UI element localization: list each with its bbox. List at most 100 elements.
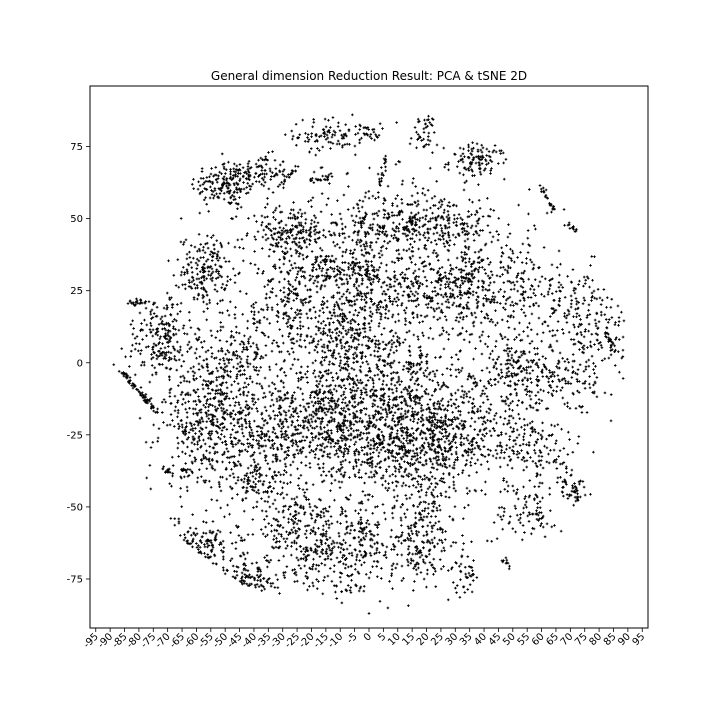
scatter-point <box>233 354 237 357</box>
scatter-point <box>308 278 311 282</box>
scatter-point <box>386 212 390 215</box>
scatter-point <box>302 405 306 409</box>
scatter-point <box>255 326 259 329</box>
scatter-point <box>360 248 364 252</box>
scatter-point <box>466 155 470 159</box>
scatter-point <box>256 462 260 466</box>
scatter-point <box>422 269 425 273</box>
scatter-point <box>468 278 472 281</box>
scatter-point <box>533 278 537 281</box>
scatter-point <box>173 357 176 361</box>
scatter-point <box>295 448 299 452</box>
scatter-point <box>190 441 194 445</box>
scatter-point <box>569 280 573 284</box>
scatter-point <box>218 274 222 277</box>
scatter-point <box>430 267 433 271</box>
scatter-point <box>552 311 556 314</box>
scatter-point <box>357 453 361 456</box>
scatter-point <box>411 232 414 236</box>
scatter-point <box>155 314 159 318</box>
scatter-point <box>338 129 342 133</box>
scatter-point <box>369 288 373 292</box>
scatter-point <box>210 279 214 283</box>
scatter-point <box>552 298 556 302</box>
scatter-point <box>207 270 211 273</box>
scatter-point <box>222 191 226 195</box>
scatter-point <box>349 336 353 339</box>
scatter-point <box>458 171 462 175</box>
scatter-point <box>401 179 405 183</box>
scatter-point <box>347 267 350 271</box>
scatter-point <box>221 441 224 444</box>
scatter-point <box>407 285 410 288</box>
scatter-point <box>328 330 331 334</box>
scatter-point <box>346 419 349 423</box>
scatter-point <box>369 310 372 314</box>
scatter-point <box>334 384 337 388</box>
scatter-point <box>330 221 333 225</box>
scatter-point <box>463 239 467 243</box>
scatter-point <box>370 340 374 343</box>
scatter-point <box>274 387 277 391</box>
scatter-point <box>209 250 213 253</box>
scatter-point <box>254 238 258 241</box>
scatter-point <box>326 429 330 432</box>
scatter-point <box>217 375 221 379</box>
scatter-point <box>408 350 412 354</box>
scatter-point <box>330 135 334 139</box>
scatter-point <box>405 508 409 511</box>
scatter-point <box>306 136 309 139</box>
scatter-point <box>231 409 235 413</box>
scatter-point <box>304 481 308 485</box>
scatter-point <box>477 270 480 274</box>
scatter-point <box>217 174 220 178</box>
scatter-point <box>260 247 264 250</box>
scatter-point <box>361 265 365 269</box>
scatter-point <box>304 221 307 225</box>
scatter-point <box>431 290 434 293</box>
scatter-point <box>587 322 591 326</box>
scatter-point <box>480 162 484 165</box>
scatter-point <box>309 234 313 238</box>
scatter-point <box>312 337 316 341</box>
scatter-point <box>225 181 229 184</box>
scatter-point <box>462 188 466 192</box>
scatter-point <box>256 373 260 376</box>
scatter-point <box>456 333 460 337</box>
scatter-point <box>559 389 563 392</box>
scatter-point <box>274 227 277 231</box>
scatter-point <box>372 473 376 476</box>
scatter-point <box>360 298 363 302</box>
scatter-point <box>155 327 158 331</box>
scatter-point <box>360 224 363 228</box>
scatter-point <box>151 441 155 444</box>
scatter-point <box>409 290 413 293</box>
scatter-point <box>477 198 481 202</box>
scatter-point <box>219 437 222 441</box>
scatter-point <box>430 196 434 200</box>
scatter-point <box>271 287 274 290</box>
scatter-point <box>369 452 372 456</box>
scatter-point <box>266 197 269 200</box>
scatter-point <box>431 216 435 220</box>
scatter-point <box>427 118 430 122</box>
scatter-point <box>427 302 430 306</box>
scatter-point <box>492 291 495 295</box>
scatter-point <box>411 216 415 220</box>
scatter-point <box>246 162 250 165</box>
scatter-point <box>199 375 202 379</box>
scatter-point <box>238 393 242 396</box>
scatter-point <box>556 329 559 332</box>
scatter-point <box>588 313 592 316</box>
scatter-point <box>183 283 187 286</box>
scatter-point <box>603 391 607 395</box>
scatter-point <box>294 251 298 255</box>
scatter-point <box>421 261 425 264</box>
scatter-point <box>359 306 362 309</box>
scatter-point <box>593 371 596 375</box>
scatter-point <box>163 355 167 359</box>
scatter-point <box>286 293 290 297</box>
scatter-point <box>183 475 186 479</box>
scatter-point <box>388 300 392 303</box>
